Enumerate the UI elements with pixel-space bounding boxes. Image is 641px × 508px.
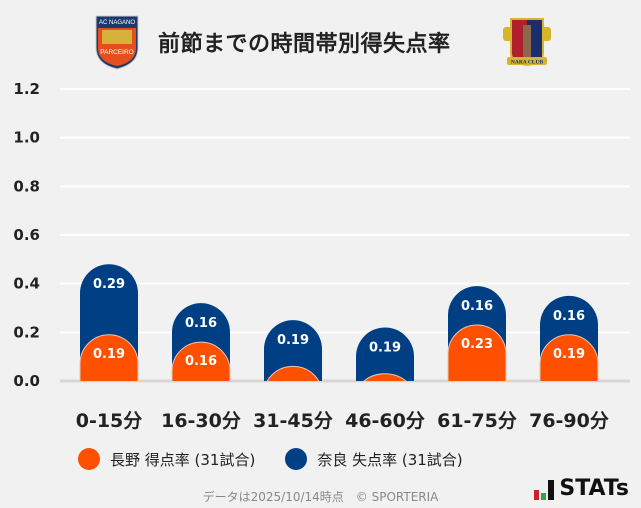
bar-nagano <box>447 324 507 381</box>
data-label-nagano: 0.19 <box>93 347 125 362</box>
home-team-logo: AC NAGANO PARCEIRO <box>94 14 140 70</box>
svg-text:AC NAGANO: AC NAGANO <box>99 20 135 26</box>
y-tick-label: 1.0 <box>13 129 40 147</box>
legend-swatch <box>78 448 100 470</box>
away-team-logo: NARA CLUB <box>503 15 551 67</box>
data-label-nagano: 0.19 <box>553 347 585 362</box>
x-tick-label: 0-15分 <box>76 410 143 432</box>
stats-logo: STATs <box>534 478 629 500</box>
data-label-nara: 0.19 <box>369 340 401 355</box>
svg-text:PARCEIRO: PARCEIRO <box>100 49 133 56</box>
x-tick-label: 61-75分 <box>437 410 517 432</box>
bar-nara <box>356 327 414 381</box>
bar-nagano <box>79 334 139 381</box>
y-tick-label: 0.6 <box>13 226 40 244</box>
x-tick-label: 76-90分 <box>529 410 609 432</box>
footer-note: データは2025/10/14時点 © SPORTERIA <box>202 490 439 504</box>
y-tick-label: 0.8 <box>13 177 40 195</box>
chart-area: 0.0 0.2 0.4 0.6 0.8 1.0 1.2 0.29 0.19 0-15分 0.16 0.… <box>13 80 630 432</box>
legend-label: 長野 得点率 (31試合) <box>110 450 256 469</box>
legend-item-nagano: 長野 得点率 (31試合) <box>78 448 255 470</box>
x-tick-label: 46-60分 <box>345 410 425 432</box>
data-label-nara: 0.16 <box>461 299 493 314</box>
data-label-nara: 0.16 <box>553 309 585 324</box>
legend-swatch <box>285 448 308 470</box>
data-label-nagano: 0.23 <box>461 337 493 352</box>
data-label-nara: 0.19 <box>277 333 309 348</box>
away-logo-text: NARA CLUB <box>511 60 544 66</box>
x-tick-label: 16-30分 <box>161 410 241 432</box>
legend-label: 奈良 失点率 (31試合) <box>317 450 463 469</box>
chart-title: 前節までの時間帯別得失点率 <box>158 32 451 57</box>
bar-nagano <box>539 334 599 381</box>
bar-nagano <box>171 341 231 381</box>
y-tick-label: 0.2 <box>13 323 40 341</box>
legend: 長野 得点率 (31試合) 奈良 失点率 (31試合) <box>78 448 463 470</box>
bars <box>79 264 599 381</box>
legend-item-nara: 奈良 失点率 (31試合) <box>285 448 463 470</box>
y-tick-label: 0.4 <box>13 275 40 293</box>
bar-nagano <box>266 365 320 381</box>
data-label-nara: 0.16 <box>185 316 217 331</box>
x-tick-label: 31-45分 <box>253 410 333 432</box>
stats-brand: STATs <box>559 476 629 501</box>
y-tick-label: 1.2 <box>13 80 40 98</box>
data-label-nara: 0.29 <box>93 277 125 292</box>
y-tick-label: 0.0 <box>13 372 40 390</box>
bar-nagano <box>363 373 407 381</box>
bar-nara <box>264 320 322 381</box>
stats-bars-icon <box>534 480 555 500</box>
data-label-nagano: 0.16 <box>185 354 217 369</box>
